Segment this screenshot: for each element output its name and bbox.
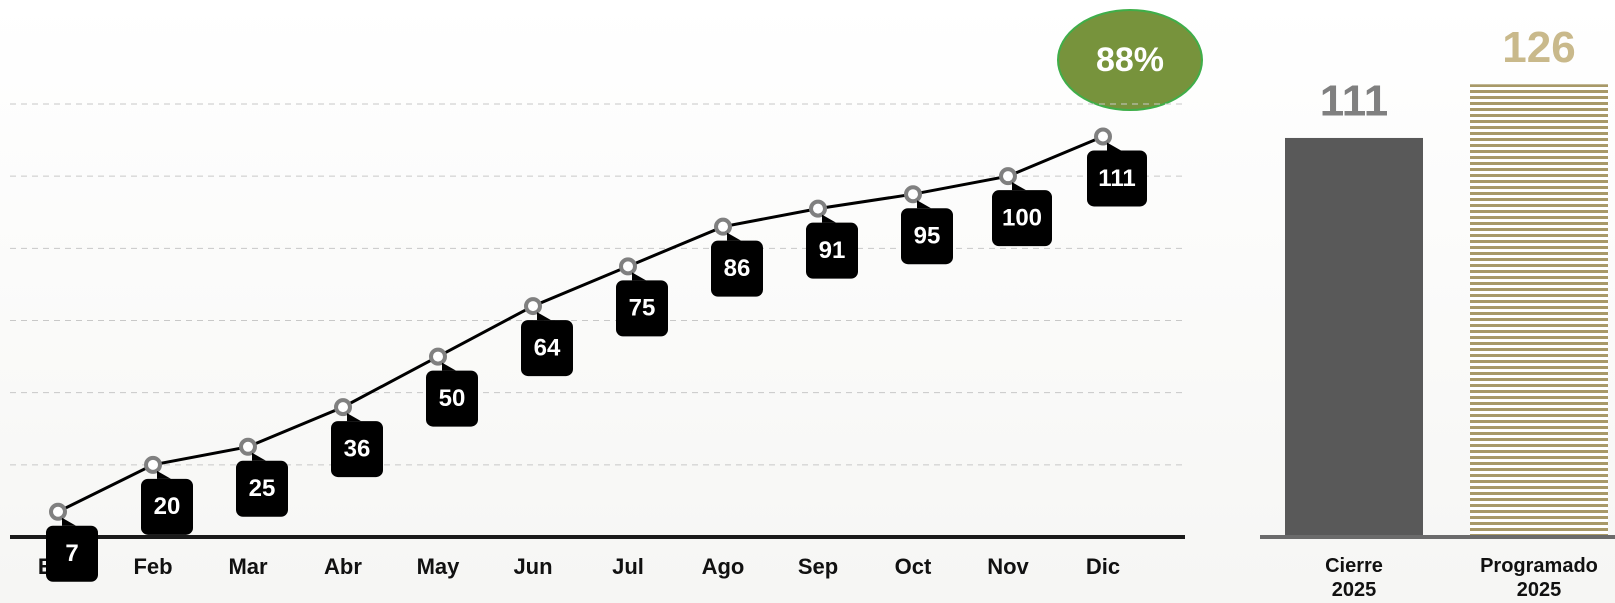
label-pointer (442, 363, 456, 371)
data-label: 126 (1502, 23, 1575, 72)
label-pointer (537, 312, 551, 320)
point (811, 202, 825, 216)
x-tick-label: Dic (1086, 554, 1120, 579)
x-tick-label: Jun (513, 554, 552, 579)
point (906, 187, 920, 201)
data-label: 100 (1002, 205, 1042, 232)
line (58, 136, 1103, 511)
x-tick-label: Nov (987, 554, 1029, 579)
point (716, 220, 730, 234)
label-pointer (1107, 142, 1121, 150)
x-tick-label: Ago (702, 554, 745, 579)
data-label: 75 (629, 295, 656, 322)
point (241, 440, 255, 454)
bar (1285, 138, 1423, 535)
data-label: 7 (65, 540, 78, 567)
label-pointer (62, 518, 76, 526)
chart: 88% Ene7Feb20Mar25Abr36May50Jun64Jul75Ag… (0, 0, 1615, 603)
label-pointer (347, 413, 361, 421)
data-label: 50 (439, 385, 466, 412)
page: 88% Ene7Feb20Mar25Abr36May50Jun64Jul75Ag… (0, 0, 1615, 603)
label-pointer (917, 200, 931, 208)
x-tick-label: Cierre 2025 (1325, 554, 1383, 602)
data-label: 111 (1098, 165, 1135, 192)
point (621, 259, 635, 273)
label-pointer (252, 453, 266, 461)
x-tick-label: Programado 2025 (1480, 554, 1598, 602)
label-pointer (1012, 182, 1026, 190)
x-tick-label: Oct (895, 554, 932, 579)
data-label: 36 (344, 435, 371, 462)
point (51, 505, 65, 519)
data-label: 111 (1320, 77, 1389, 126)
x-tick-label: Feb (133, 554, 172, 579)
x-tick-label: Abr (324, 554, 362, 579)
point (1096, 129, 1110, 143)
x-tick-label: Mar (228, 554, 268, 579)
point (336, 400, 350, 414)
label-pointer (157, 471, 171, 479)
badge-text: 88% (1096, 41, 1164, 79)
bar (1470, 84, 1608, 535)
point (431, 350, 445, 364)
data-label: 20 (154, 493, 181, 520)
point (146, 458, 160, 472)
x-tick-label: Jul (612, 554, 644, 579)
data-label: 86 (724, 255, 751, 282)
point (1001, 169, 1015, 183)
data-label: 95 (914, 223, 941, 250)
data-label: 25 (249, 475, 276, 502)
label-pointer (727, 233, 741, 241)
data-label: 91 (819, 237, 846, 264)
data-label: 64 (534, 334, 561, 361)
x-tick-label: Sep (798, 554, 838, 579)
point (526, 299, 540, 313)
x-tick-label: May (417, 554, 461, 579)
label-pointer (822, 215, 836, 223)
label-pointer (632, 272, 646, 280)
